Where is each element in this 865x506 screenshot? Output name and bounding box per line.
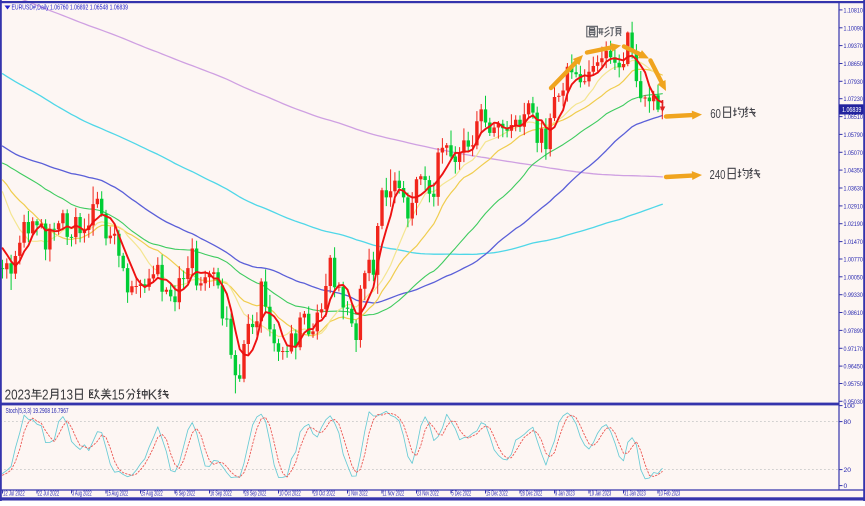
svg-text:1.06510: 1.06510 bbox=[844, 114, 863, 121]
svg-text:19 Jan 2023: 19 Jan 2023 bbox=[590, 491, 612, 498]
svg-text:1.02190: 1.02190 bbox=[844, 221, 863, 228]
svg-text:28 Sep 2022: 28 Sep 2022 bbox=[245, 491, 267, 498]
svg-text:0.95750: 0.95750 bbox=[844, 381, 863, 388]
svg-text:1.04350: 1.04350 bbox=[844, 168, 863, 175]
svg-text:15 Dec 2022: 15 Dec 2022 bbox=[486, 491, 508, 498]
svg-text:EURUSD#,Daily 1.06760 1.06892: EURUSD#,Daily 1.06760 1.06892 1.06548 1.… bbox=[12, 4, 129, 11]
svg-text:1.01470: 1.01470 bbox=[844, 239, 863, 246]
svg-text:0.97170: 0.97170 bbox=[844, 346, 863, 353]
svg-text:0: 0 bbox=[844, 483, 848, 490]
svg-text:K: K bbox=[148, 388, 158, 404]
svg-text:1 Nov 2022: 1 Nov 2022 bbox=[348, 491, 368, 498]
svg-text:1.08650: 1.08650 bbox=[844, 61, 863, 68]
svg-text:1.03630: 1.03630 bbox=[844, 186, 863, 193]
svg-text:1.05790: 1.05790 bbox=[844, 132, 863, 139]
svg-text:5 Dec 2022: 5 Dec 2022 bbox=[452, 491, 472, 498]
svg-text:1.06839: 1.06839 bbox=[842, 107, 861, 114]
svg-text:12 Jul 2022: 12 Jul 2022 bbox=[3, 491, 25, 498]
svg-text:2: 2 bbox=[42, 388, 49, 404]
svg-text:Stoch(5,3,3) 19.2908 16.7967: Stoch(5,3,3) 19.2908 16.7967 bbox=[6, 408, 69, 415]
svg-text:28 Dec 2022: 28 Dec 2022 bbox=[521, 491, 543, 498]
svg-text:60: 60 bbox=[710, 106, 721, 121]
svg-text:1.07230: 1.07230 bbox=[844, 96, 863, 103]
svg-text:20: 20 bbox=[844, 467, 852, 474]
svg-text:0.98610: 0.98610 bbox=[844, 310, 863, 317]
svg-text:10 Feb 2023: 10 Feb 2023 bbox=[659, 491, 681, 498]
svg-text:10 Oct 2022: 10 Oct 2022 bbox=[279, 491, 301, 498]
svg-text:1.02910: 1.02910 bbox=[844, 203, 863, 210]
svg-text:1.00770: 1.00770 bbox=[844, 257, 863, 264]
svg-text:100: 100 bbox=[844, 403, 855, 410]
svg-text:13: 13 bbox=[60, 388, 73, 404]
svg-text:16 Sep 2022: 16 Sep 2022 bbox=[210, 491, 232, 498]
svg-text:1.07930: 1.07930 bbox=[844, 79, 863, 86]
svg-text:22 Jul 2022: 22 Jul 2022 bbox=[38, 491, 60, 498]
svg-text:240: 240 bbox=[710, 167, 726, 182]
svg-text:20 Oct 2022: 20 Oct 2022 bbox=[314, 491, 336, 498]
svg-text:80: 80 bbox=[844, 419, 852, 426]
svg-text:0.97890: 0.97890 bbox=[844, 328, 863, 335]
svg-text:23 Nov 2022: 23 Nov 2022 bbox=[417, 491, 439, 498]
svg-text:11 Nov 2022: 11 Nov 2022 bbox=[383, 491, 405, 498]
svg-text:25 Aug 2022: 25 Aug 2022 bbox=[141, 491, 163, 498]
svg-text:6 Sep 2022: 6 Sep 2022 bbox=[176, 491, 196, 498]
svg-text:1.09370: 1.09370 bbox=[844, 43, 863, 50]
svg-text:1.10810: 1.10810 bbox=[844, 7, 863, 14]
svg-text:0.95030: 0.95030 bbox=[844, 399, 863, 406]
svg-text:3 Aug 2022: 3 Aug 2022 bbox=[72, 491, 92, 498]
svg-text:2023: 2023 bbox=[5, 388, 31, 404]
svg-text:31 Jan 2023: 31 Jan 2023 bbox=[624, 491, 646, 498]
svg-text:1.05070: 1.05070 bbox=[844, 150, 863, 157]
svg-text:9 Jan 2023: 9 Jan 2023 bbox=[555, 491, 575, 498]
svg-text:15: 15 bbox=[112, 388, 125, 404]
svg-text:15 Aug 2022: 15 Aug 2022 bbox=[107, 491, 129, 498]
svg-text:0.96450: 0.96450 bbox=[844, 364, 863, 371]
svg-text:0.99330: 0.99330 bbox=[844, 292, 863, 299]
svg-text:1.10090: 1.10090 bbox=[844, 25, 863, 32]
svg-text:1.00050: 1.00050 bbox=[844, 274, 863, 281]
